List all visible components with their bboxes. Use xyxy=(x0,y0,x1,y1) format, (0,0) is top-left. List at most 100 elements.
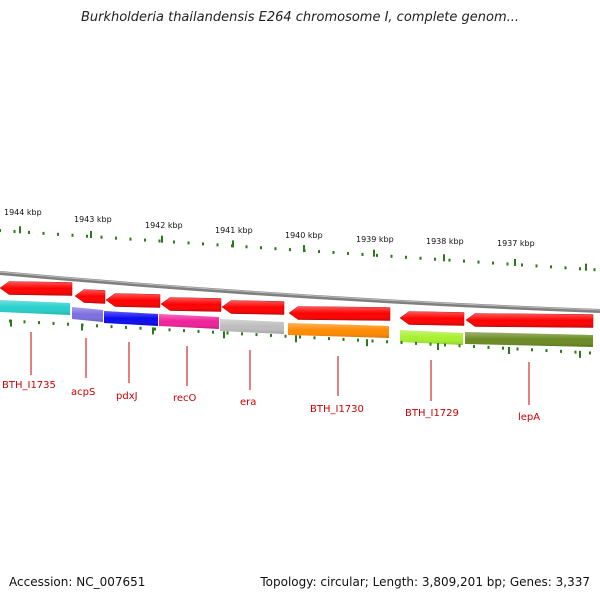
tick-mark xyxy=(487,345,490,349)
major-tick xyxy=(437,343,439,351)
tick-mark xyxy=(57,232,59,236)
tick-mark xyxy=(125,325,127,329)
gene-arrow-shade xyxy=(161,297,221,312)
chromosome-backbone-highlight xyxy=(0,271,600,311)
tick-mark xyxy=(197,329,200,333)
tick-mark xyxy=(589,351,591,355)
ruler-label: 1940 kbp xyxy=(285,231,323,240)
tick-mark xyxy=(71,233,74,237)
gene-arrow-shade xyxy=(289,306,390,321)
accession-text: Accession: NC_007651 xyxy=(9,575,146,589)
tick-mark xyxy=(371,339,374,343)
tick-mark xyxy=(168,328,171,332)
tick-mark xyxy=(332,251,335,255)
tick-mark xyxy=(212,330,214,334)
major-tick xyxy=(514,258,516,266)
major-tick xyxy=(303,245,305,253)
tick-mark xyxy=(545,349,548,353)
tick-mark xyxy=(241,332,243,336)
tick-mark xyxy=(183,329,185,333)
tick-mark xyxy=(342,337,345,341)
tick-mark xyxy=(444,343,446,347)
gene-label[interactable]: acpS xyxy=(71,387,95,398)
gene-label[interactable]: BTH_I1730 xyxy=(310,404,364,415)
tick-mark xyxy=(154,327,156,331)
map-title: Burkholderia thailandensis E264 chromoso… xyxy=(80,10,520,25)
tick-mark xyxy=(270,333,272,337)
tick-mark xyxy=(564,266,567,270)
tick-mark xyxy=(299,335,301,339)
tick-mark xyxy=(521,263,523,267)
ruler-label: 1943 kbp xyxy=(74,215,112,224)
tick-mark xyxy=(158,239,161,243)
gene-label[interactable]: era xyxy=(240,397,256,408)
tick-mark xyxy=(448,258,451,262)
tick-mark xyxy=(23,320,26,324)
tick-mark xyxy=(535,264,538,268)
tick-mark xyxy=(115,236,117,240)
tick-mark xyxy=(593,268,596,272)
tick-mark xyxy=(347,251,349,255)
tick-mark xyxy=(550,265,552,269)
tick-mark xyxy=(400,341,403,345)
gene-label[interactable]: BTH_I1735 xyxy=(2,380,56,391)
tick-mark xyxy=(284,334,287,338)
outer-tick-track xyxy=(0,226,596,272)
tick-mark xyxy=(28,230,30,234)
tick-mark xyxy=(144,238,146,242)
tick-mark xyxy=(328,337,330,341)
tick-mark xyxy=(506,262,509,266)
tick-mark xyxy=(477,260,480,264)
tick-mark xyxy=(574,350,577,354)
gene-arrow-shade xyxy=(0,281,72,296)
gene-arrow-shade xyxy=(75,289,105,304)
tick-mark xyxy=(139,326,142,330)
tick-mark xyxy=(531,348,533,352)
tick-mark xyxy=(13,229,16,233)
gene-label[interactable]: recO xyxy=(173,393,197,404)
major-tick xyxy=(508,346,510,354)
gene-arrow-shade xyxy=(222,300,284,315)
tick-mark xyxy=(560,349,562,353)
major-tick xyxy=(443,254,445,262)
major-tick xyxy=(10,319,12,327)
inner-tick-track xyxy=(9,319,591,358)
tick-mark xyxy=(516,347,519,351)
feature-bar-shade xyxy=(159,314,219,329)
chromosome-backbone xyxy=(0,271,600,313)
tick-mark xyxy=(226,331,229,335)
tick-mark xyxy=(357,338,359,342)
major-tick xyxy=(373,249,375,257)
tick-mark xyxy=(429,342,432,346)
feature-bar-shade xyxy=(465,332,593,347)
major-tick xyxy=(295,335,297,343)
gene-arrow-track[interactable] xyxy=(0,281,594,328)
tick-mark xyxy=(579,267,581,271)
major-tick xyxy=(223,331,225,339)
major-tick xyxy=(161,235,163,243)
tick-mark xyxy=(216,243,219,247)
gene-label[interactable]: BTH_I1729 xyxy=(405,408,459,419)
feature-bar-shade xyxy=(288,323,389,338)
feature-bar-shade xyxy=(400,330,463,345)
gene-arrow-shade xyxy=(106,293,160,308)
tick-mark xyxy=(96,324,98,328)
tick-mark xyxy=(129,237,132,241)
gene-label[interactable]: pdxJ xyxy=(116,391,138,402)
tick-mark xyxy=(419,256,422,260)
ruler-label: 1937 kbp xyxy=(497,239,535,248)
feature-track[interactable] xyxy=(0,300,593,347)
tick-mark xyxy=(260,246,262,250)
tick-mark xyxy=(52,321,55,325)
tick-mark xyxy=(376,253,378,257)
gene-label[interactable]: lepA xyxy=(518,412,540,423)
major-tick xyxy=(19,226,21,234)
major-tick xyxy=(579,350,581,358)
tick-mark xyxy=(100,235,103,239)
feature-bar-shade xyxy=(104,311,158,326)
tick-mark xyxy=(255,333,258,337)
major-tick xyxy=(90,231,92,239)
gene-arrow-shade xyxy=(400,311,464,326)
tick-mark xyxy=(405,255,407,259)
